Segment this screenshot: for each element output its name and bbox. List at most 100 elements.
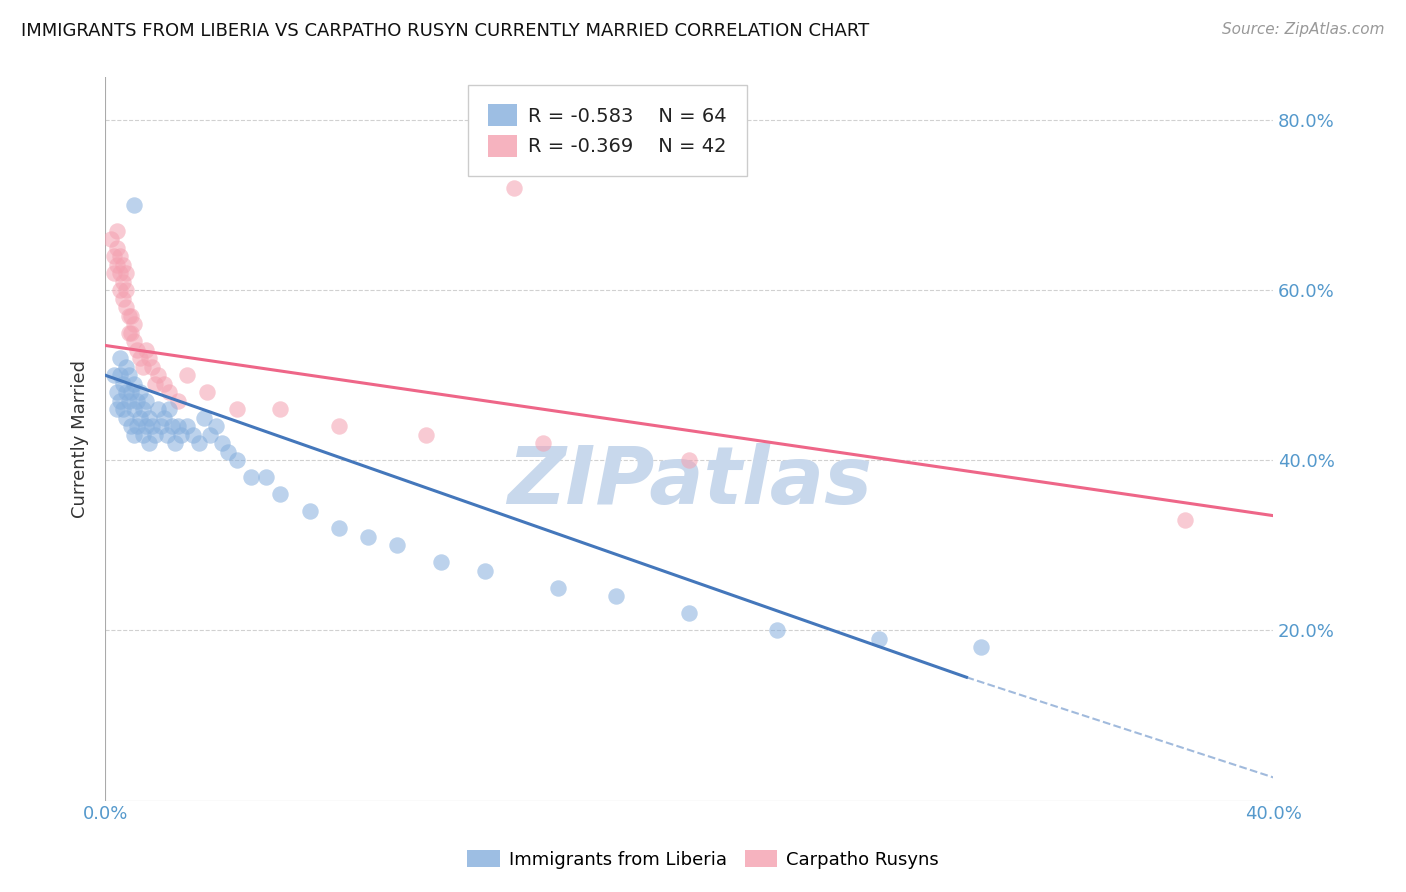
Point (385, 538, 408, 552)
Point (217, 444, 239, 458)
Point (111, 275, 134, 289)
Point (105, 224, 128, 238)
Point (111, 376, 134, 391)
Point (105, 241, 128, 255)
Point (135, 419, 157, 434)
Point (357, 530, 380, 544)
Point (152, 410, 174, 425)
Point (114, 359, 136, 374)
Point (132, 402, 155, 417)
Point (129, 385, 152, 400)
Point (117, 326, 139, 340)
Point (108, 351, 131, 366)
Point (211, 436, 233, 450)
Point (129, 410, 152, 425)
Point (105, 385, 128, 400)
Point (328, 521, 350, 535)
Point (121, 309, 143, 323)
Point (765, 624, 787, 638)
Point (181, 427, 204, 442)
Point (135, 343, 157, 357)
Point (124, 198, 146, 212)
Point (167, 393, 190, 408)
Point (117, 393, 139, 408)
Point (269, 402, 291, 417)
Point (121, 419, 143, 434)
Y-axis label: Currently Married: Currently Married (72, 360, 89, 518)
Point (187, 436, 209, 450)
Point (111, 402, 134, 417)
Point (155, 427, 177, 442)
Point (127, 419, 149, 434)
Point (474, 564, 496, 578)
Point (129, 351, 152, 366)
Point (254, 470, 277, 484)
Point (678, 453, 700, 467)
Point (141, 359, 163, 374)
Point (141, 419, 163, 434)
Point (152, 376, 174, 391)
Point (111, 292, 134, 306)
Point (127, 343, 149, 357)
Point (149, 419, 172, 434)
Point (225, 453, 247, 467)
Point (124, 427, 146, 442)
Point (108, 283, 131, 297)
Point (117, 368, 139, 383)
Point (1174, 513, 1197, 527)
Point (108, 266, 131, 280)
Text: Source: ZipAtlas.com: Source: ZipAtlas.com (1222, 22, 1385, 37)
Point (605, 590, 627, 604)
Point (108, 368, 131, 383)
Point (105, 258, 128, 272)
Point (176, 419, 198, 434)
Point (531, 436, 554, 450)
Point (159, 402, 181, 417)
Point (503, 181, 526, 195)
Point (127, 393, 149, 408)
Point (103, 249, 125, 263)
Point (197, 385, 219, 400)
Point (103, 368, 125, 383)
Point (193, 410, 215, 425)
Point (170, 427, 193, 442)
Point (124, 402, 146, 417)
Point (298, 504, 321, 518)
Point (100, 232, 122, 246)
Point (162, 419, 184, 434)
Point (114, 385, 136, 400)
Point (114, 300, 136, 314)
Point (146, 402, 169, 417)
Point (176, 368, 198, 383)
Text: ZIPatlas: ZIPatlas (506, 443, 872, 522)
Point (121, 326, 143, 340)
Point (167, 419, 190, 434)
Point (108, 249, 131, 263)
Point (678, 607, 700, 621)
Point (143, 376, 166, 391)
Point (200, 427, 222, 442)
Point (121, 385, 143, 400)
Point (328, 419, 350, 434)
Legend: R = -0.583    N = 64, R = -0.369    N = 42: R = -0.583 N = 64, R = -0.369 N = 42 (474, 91, 741, 170)
Point (111, 258, 134, 272)
Point (430, 555, 453, 569)
Point (547, 581, 569, 595)
Point (415, 427, 437, 442)
Point (868, 632, 890, 646)
Point (114, 266, 136, 280)
Point (132, 359, 155, 374)
Text: IMMIGRANTS FROM LIBERIA VS CARPATHO RUSYN CURRENTLY MARRIED CORRELATION CHART: IMMIGRANTS FROM LIBERIA VS CARPATHO RUSY… (21, 22, 869, 40)
Point (114, 410, 136, 425)
Point (159, 385, 181, 400)
Point (205, 419, 228, 434)
Legend: Immigrants from Liberia, Carpatho Rusyns: Immigrants from Liberia, Carpatho Rusyns (460, 843, 946, 876)
Point (240, 470, 263, 484)
Point (138, 351, 160, 366)
Point (108, 393, 131, 408)
Point (103, 266, 125, 280)
Point (138, 436, 160, 450)
Point (225, 402, 247, 417)
Point (135, 393, 157, 408)
Point (269, 487, 291, 501)
